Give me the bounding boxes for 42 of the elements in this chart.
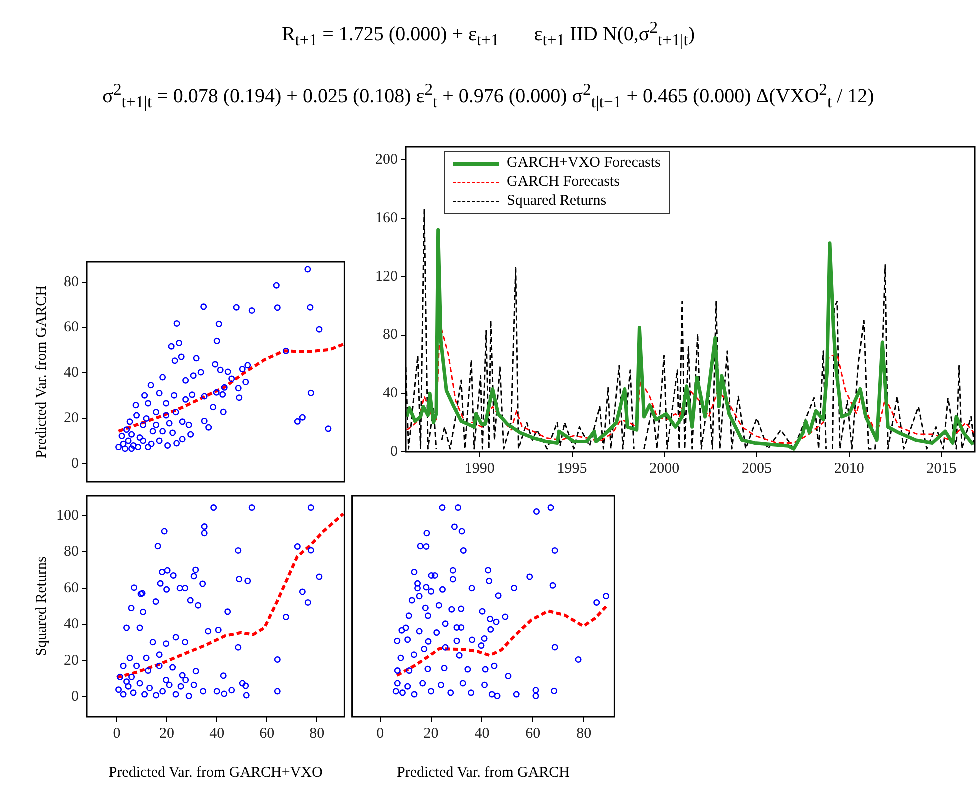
- x-tick-label: 40: [210, 726, 225, 742]
- x-tick-label: 0: [113, 726, 121, 742]
- y-tick-label: 80: [64, 544, 79, 560]
- x-tick-label: 20: [424, 726, 439, 742]
- x-tick-label: 2010: [834, 460, 864, 477]
- x-tick-label: 40: [474, 726, 490, 742]
- x-tick-label: 2005: [742, 460, 772, 477]
- y-tick-label: 40: [64, 616, 79, 633]
- y-tick-label: 40: [383, 386, 398, 402]
- x-tick-label: 2000: [650, 460, 680, 477]
- y-tick-label: 60: [64, 320, 79, 336]
- y-tick-label: 0: [72, 689, 79, 706]
- x-tick-label: 60: [260, 726, 275, 742]
- x-tick-label: 80: [576, 726, 592, 742]
- y-tick-label: 80: [383, 327, 398, 344]
- x-tick-label: 1990: [464, 460, 495, 477]
- legend-label: Squared Returns: [507, 193, 607, 209]
- legend-label: GARCH+VXO Forecasts: [507, 155, 661, 171]
- x-tick-label: 2015: [926, 460, 957, 477]
- y-tick-label: 80: [64, 274, 79, 290]
- legend-label: GARCH Forecasts: [507, 174, 620, 190]
- x-tick-label: 60: [526, 726, 541, 742]
- y-axis-title: Squared Returns: [34, 556, 50, 656]
- y-tick-label: 40: [64, 365, 79, 382]
- y-tick-label: 100: [56, 508, 79, 524]
- y-tick-label: 20: [64, 652, 79, 669]
- line-series: [117, 343, 345, 433]
- y-tick-label: 60: [64, 580, 79, 596]
- line-series: [116, 512, 345, 680]
- y-tick-label: 20: [64, 410, 79, 426]
- y-tick-label: 160: [376, 210, 398, 226]
- text: σ$^{2}$$_{t+1|t}$ = 0.078 (0.194) + 0.025 (0.108) ε$^{2}$$_{t}$ + 0.976 (0.000) σ$^{2}$$_{t|t−1}$ + 0.465 (0.000) Δ(VXO$^{2}$$_{t}$ / 12): [102, 80, 874, 112]
- x-axis-title: Predicted Var. from GARCH: [396, 764, 570, 781]
- y-tick-label: 0: [390, 444, 398, 460]
- y-tick-label: 200: [376, 152, 398, 168]
- y-tick-label: 120: [376, 268, 398, 285]
- x-axis-title: Predicted Var. from GARCH+VXO: [108, 764, 324, 781]
- x-tick-label: 1995: [557, 460, 588, 477]
- x-tick-label: 20: [160, 726, 175, 742]
- text: R$_{t+1}$ = 1.725 (0.000) + ε$_{t+1}$ ε$_{t+1}$ IID N(0,σ$^{2}$$_{t+1|t}$): [282, 18, 696, 50]
- x-tick-label: 80: [310, 726, 325, 742]
- y-axis-title: Predicted Var. from GARCH: [34, 285, 50, 459]
